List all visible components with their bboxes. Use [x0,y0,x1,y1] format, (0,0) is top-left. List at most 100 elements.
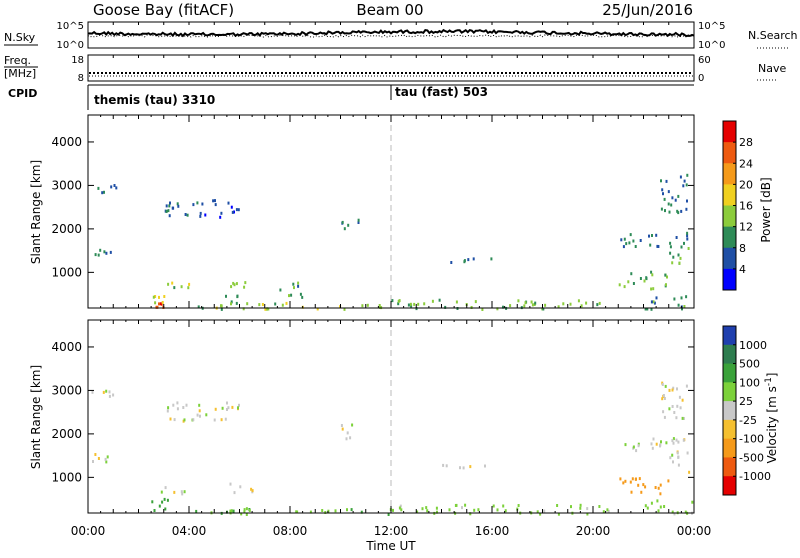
echo-cell [606,508,609,512]
echo-cell [97,253,100,257]
echo-cell [671,261,674,265]
y-tick-label: 2000 [51,222,82,236]
echo-cell [683,179,686,183]
echo-cell [199,214,202,218]
echo-cell [683,305,686,308]
echo-cell [661,383,664,386]
echo-cell [686,199,688,203]
echo-cell [628,241,631,245]
echo-cell [245,507,248,511]
echo-cell [236,294,239,298]
echo-cell [672,441,675,445]
echo-cell [556,504,559,507]
echo-cell [379,305,381,309]
echo-cell [413,302,416,306]
echo-cell [378,304,381,307]
colorbar-swatch [723,205,736,228]
echo-cell [645,276,648,280]
echo-cell [686,173,689,177]
echo-cell [530,300,533,304]
noise-trace [87,28,695,38]
echo-cell [173,286,176,290]
echo-cell [214,407,217,411]
echo-cell [171,206,174,210]
echo-cell [267,307,270,311]
echo-cell [646,307,649,311]
echo-cell [168,204,171,208]
echo-cell [167,282,170,286]
echo-cell [243,510,246,514]
echo-cell [163,295,166,298]
echo-cell [661,188,664,192]
echo-cell [398,506,401,510]
echo-cell [391,299,394,303]
power-colorbar: 4 8 12 16 20 24 28 [722,120,753,291]
echo-cell [334,509,337,513]
echo-cell [682,184,685,188]
echo-cell [656,499,659,503]
echo-cell [327,509,330,513]
echo-cell [631,477,634,481]
echo-cell [669,251,672,255]
echo-cell [651,446,654,450]
freq-left-tick-bottom: 8 [78,73,84,84]
echo-cell [674,198,677,202]
echo-cell [665,283,667,287]
echo-cell [240,512,243,516]
colorbar-tick-label: -1000 [739,470,771,483]
echo-cell [350,508,353,512]
echo-cell [660,440,662,444]
echo-cell [397,302,400,306]
colorbar-swatch [723,363,736,383]
echo-cell [219,215,222,219]
echo-cell [686,451,689,455]
echo-cell [652,437,655,441]
echo-cell [652,287,655,291]
echo-cell [220,307,223,311]
echo-cell [557,305,560,309]
echo-cell [472,257,475,261]
echo-cell [659,483,662,487]
echo-cell [627,280,630,284]
power-panel: 1000 2000 3000 4000 Slant Range [km] 4 8 12 16… [29,114,773,311]
echo-cell [400,508,403,512]
echo-cell [187,286,190,290]
echo-cell [103,250,106,254]
nave-label: Nave [758,62,786,75]
noise-right-label: N.Search [748,29,798,42]
colorbar-tick-label: -100 [739,433,764,446]
echo-cell [681,416,684,420]
echo-cell [176,202,179,206]
echo-cell [524,301,527,305]
echo-cell [677,440,680,444]
echo-cell [169,201,171,205]
echo-cell [158,295,160,299]
echo-cell [154,301,157,305]
echo-cell [666,275,668,279]
echo-cell [220,211,223,215]
echo-cell [579,503,582,507]
echo-cell [237,208,240,212]
echo-cell [97,457,100,460]
power-y-title: Slant Range [km] [29,160,43,264]
noise-panel: N.Sky 10^5 10^0 10^5 10^0 N.Search [4,21,798,51]
echo-cell [602,510,605,514]
echo-cell [492,504,495,508]
x-tick-label: 12:00 [374,524,409,538]
echo-cell [678,395,681,399]
echo-cell [165,204,168,208]
echo-cell [158,504,161,508]
y-tick-label: 3000 [51,178,82,192]
echo-cell [569,302,572,306]
echo-cell [646,506,649,510]
echo-cell [634,477,637,481]
echo-cell [662,394,665,397]
echo-cell [227,406,230,410]
x-axis-title: Time UT [365,539,416,553]
echo-cell [237,406,239,410]
echo-cell [659,492,662,496]
echo-cell [663,197,666,201]
echo-cell [650,300,653,304]
colorbar-swatch [723,438,736,458]
echo-cell [221,406,224,410]
